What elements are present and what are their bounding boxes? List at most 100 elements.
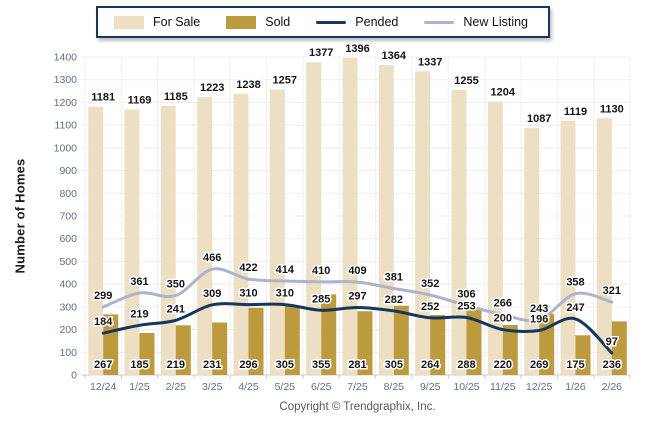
y-tick-label: 600 [59,233,77,245]
y-axis-title: Number of Homes [12,158,28,274]
legend-item-label: For Sale [152,15,201,29]
legend-item-label: New Listing [463,15,529,29]
bar-sold [321,294,337,375]
line-value-label: 309 [203,288,221,300]
line-value-label: 219 [130,308,148,320]
bar-value-label: 185 [130,359,148,371]
bar-value-label: 1364 [382,50,407,62]
bar-value-label: 1223 [200,82,224,94]
bar-value-label: 236 [603,359,621,371]
bar-for-sale [160,105,176,376]
legend-line-swatch [316,20,347,24]
bar-value-label: 296 [239,359,257,371]
x-tick-label: 12/25 [526,381,552,393]
bar-value-label: 1257 [273,75,297,87]
bar-for-sale [487,101,503,375]
line-value-label: 196 [530,314,548,326]
bar-value-label: 1255 [454,75,478,87]
x-tick-label: 8/25 [384,381,405,393]
bar-value-label: 281 [348,359,366,371]
bar-sold [212,322,228,375]
copyright-text: Copyright © Trendgraphix, Inc. [279,401,436,413]
bar-value-label: 1181 [91,92,115,104]
bar-for-sale [306,62,322,375]
bar-value-label: 1087 [527,113,551,125]
line-value-label: 253 [457,301,475,313]
bar-sold [611,321,627,375]
bar-value-label: 1377 [309,47,333,59]
line-value-label: 409 [348,265,366,277]
bar-sold [175,325,191,375]
line-value-label: 321 [603,285,621,297]
bar-value-label: 1238 [236,79,260,91]
line-value-label: 285 [312,293,330,305]
bar-sold [430,315,446,375]
legend-item-pended: Pended [316,15,398,29]
x-tick-label: 7/25 [347,381,368,393]
y-tick-label: 500 [59,256,77,268]
line-value-label: 358 [566,277,584,289]
line-value-label: 252 [421,301,439,313]
x-tick-label: 1/25 [129,381,150,393]
legend: For Sale Sold Pended New Listing [95,6,551,38]
x-tick-label: 5/25 [275,381,296,393]
bar-value-label: 269 [530,359,548,371]
bar-for-sale [596,118,612,376]
y-tick-label: 200 [59,324,77,336]
line-value-label: 410 [312,265,330,277]
x-tick-label: 3/25 [202,381,223,393]
line-value-label: 184 [94,316,113,328]
line-value-label: 466 [203,252,221,264]
y-tick-label: 800 [59,188,77,200]
line-value-label: 310 [276,288,294,300]
legend-bar-swatch [113,15,144,29]
x-tick-label: 2/26 [602,381,623,393]
line-value-label: 414 [276,264,295,276]
bar-sold [575,335,591,376]
line-value-label: 306 [457,289,475,301]
line-value-label: 241 [167,303,185,315]
bar-value-label: 305 [276,359,294,371]
line-value-label: 299 [94,290,112,302]
bar-for-sale [415,71,431,376]
y-tick-label: 900 [59,165,77,177]
y-tick-label: 1100 [54,120,77,132]
bar-value-label: 1185 [164,91,188,103]
bar-value-label: 1169 [128,95,152,107]
legend-line-swatch [424,20,455,24]
legend-bar-swatch [226,15,257,29]
line-value-label: 422 [239,262,257,274]
x-tick-label: 4/25 [238,381,259,393]
line-value-label: 200 [494,313,512,325]
x-tick-label: 2/25 [166,381,187,393]
y-tick-label: 1400 [54,52,78,64]
y-tick-label: 1200 [54,97,78,109]
bar-sold [248,307,264,375]
y-tick-label: 100 [59,347,77,359]
line-new-listing [101,267,614,323]
legend-item-new-listing: New Listing [424,15,528,29]
line-value-label: 247 [566,302,584,314]
x-tick-label: 9/25 [420,381,441,393]
bar-value-label: 355 [312,359,330,371]
bar-sold [466,309,482,375]
bar-value-label: 1337 [418,56,442,68]
bar-value-label: 267 [94,359,112,371]
y-tick-label: 300 [59,301,77,313]
legend-item-label: Sold [265,15,291,29]
bar-for-sale [269,89,285,375]
bar-for-sale [524,128,540,375]
x-tick-label: 10/25 [453,381,479,393]
bar-value-label: 1130 [600,103,624,115]
bar-sold [139,333,155,375]
bar-for-sale [560,120,576,375]
line-value-label: 361 [130,276,148,288]
bar-sold [357,311,373,375]
y-tick-label: 0 [71,370,77,382]
line-value-label: 352 [421,278,439,290]
bar-value-label: 288 [457,359,475,371]
bar-for-sale [342,57,358,376]
y-tick-label: 400 [59,279,77,291]
bar-for-sale [233,93,249,376]
x-tick-label: 11/25 [490,381,516,393]
